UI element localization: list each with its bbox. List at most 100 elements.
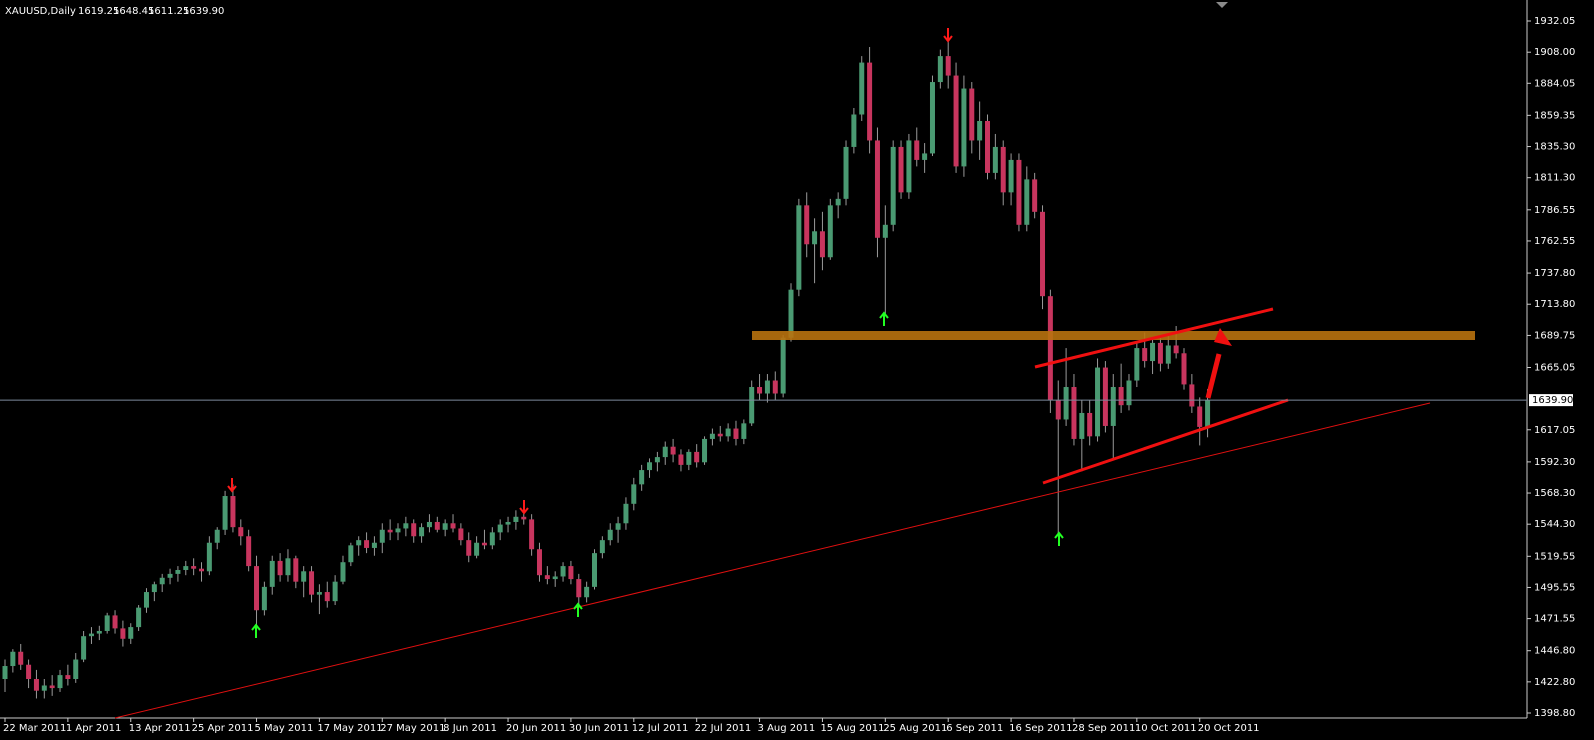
- x-tick-label: 15 Aug 2011: [820, 723, 884, 734]
- candle-body: [387, 529, 393, 533]
- candle-body: [73, 659, 79, 680]
- candle-body: [474, 542, 480, 556]
- candle-body: [88, 633, 94, 637]
- candle-body: [764, 380, 770, 394]
- header-value: 1619.25: [78, 6, 119, 17]
- current-price-box: [1529, 394, 1573, 407]
- candle-body: [246, 536, 252, 567]
- candle-body: [992, 146, 998, 173]
- candle-body: [929, 82, 935, 154]
- x-tick-label: 13 Apr 2011: [129, 723, 191, 734]
- candle-body: [1118, 387, 1124, 406]
- candle-body: [977, 120, 983, 141]
- candle-body: [985, 120, 990, 173]
- candle-body: [1040, 211, 1046, 297]
- candle-body: [647, 462, 653, 471]
- candle-body: [937, 56, 943, 83]
- candle-body: [709, 433, 715, 439]
- candle-body: [1024, 179, 1030, 225]
- candle-body: [961, 88, 967, 167]
- candle-body: [599, 540, 605, 554]
- y-tick-label: 1568.30: [1534, 488, 1575, 499]
- candle-body: [434, 521, 440, 530]
- target-arrow: [1205, 353, 1222, 399]
- candle-body: [199, 568, 204, 572]
- candle-body: [301, 571, 307, 582]
- candle-body: [670, 446, 676, 455]
- candle-body: [10, 651, 16, 667]
- candle-body: [191, 566, 197, 569]
- y-tick-label: 1713.80: [1534, 299, 1575, 310]
- x-tick-label: 20 Jun 2011: [506, 723, 566, 734]
- candle-body: [694, 451, 700, 463]
- candle-body: [1197, 406, 1203, 427]
- candle-body: [120, 628, 126, 639]
- candle-body: [945, 56, 951, 76]
- candle-body: [1016, 159, 1022, 225]
- candle-body: [230, 496, 236, 528]
- x-tick-label: 3 Aug 2011: [758, 723, 816, 734]
- candle-body: [159, 577, 165, 585]
- fractal-up: [251, 311, 1064, 638]
- candle-body: [623, 503, 629, 524]
- shift-marker: [1216, 2, 1228, 8]
- candle-body: [757, 387, 763, 394]
- fractal-down: [519, 500, 529, 515]
- candle-body: [576, 579, 582, 598]
- y-tick-label: 1446.80: [1534, 646, 1575, 657]
- resistance-zone: [752, 331, 1475, 340]
- candle-body: [277, 560, 283, 576]
- candle-body: [1205, 400, 1211, 427]
- candle-body: [702, 438, 708, 463]
- y-tick-label: 1932.05: [1534, 16, 1575, 27]
- candle-body: [1032, 179, 1038, 212]
- y-tick-label: 1859.35: [1534, 110, 1575, 121]
- candle-body: [615, 523, 621, 530]
- candle-body: [316, 592, 322, 595]
- x-tick-label: 1 Apr 2011: [66, 723, 121, 734]
- x-tick-label: 12 Jul 2011: [632, 723, 689, 734]
- x-tick-label: 6 Sep 2011: [946, 723, 1003, 734]
- candle-body: [529, 519, 535, 550]
- candle-body: [364, 540, 370, 548]
- candle-body: [143, 592, 149, 608]
- x-tick-label: 28 Sep 2011: [1072, 723, 1135, 734]
- candle-body: [607, 529, 613, 541]
- y-tick-label: 1835.30: [1534, 142, 1575, 153]
- chart-title: XAUUSD,Daily: [5, 6, 76, 17]
- candle-body: [749, 387, 755, 424]
- candle-body: [882, 224, 888, 238]
- x-tick-label: 10 Oct 2011: [1135, 723, 1197, 734]
- candle-body: [426, 521, 432, 528]
- x-tick-label: 16 Sep 2011: [1009, 723, 1072, 734]
- candle-body: [395, 528, 401, 533]
- candle-body: [1165, 345, 1171, 364]
- candle-body: [1142, 348, 1148, 362]
- y-tick-label: 1398.80: [1534, 708, 1575, 719]
- candle-body: [293, 558, 299, 582]
- candle-body: [1173, 345, 1179, 354]
- candle-body: [458, 528, 464, 541]
- candle-body: [819, 231, 825, 258]
- candle-body: [1008, 159, 1014, 193]
- candle-body: [639, 470, 645, 485]
- candle-body: [521, 516, 527, 520]
- y-tick-label: 1471.55: [1534, 614, 1575, 625]
- drawings: [114, 28, 1475, 719]
- candle-body: [481, 542, 487, 546]
- candle-body: [1157, 342, 1163, 364]
- candle-body: [717, 433, 723, 437]
- candle-body: [379, 529, 385, 543]
- candle-body: [489, 532, 495, 546]
- candle-body: [356, 540, 362, 546]
- candle-body: [112, 615, 118, 629]
- x-tick-label: 5 May 2011: [255, 723, 314, 734]
- candle-body: [136, 607, 142, 628]
- candle-body: [568, 566, 574, 580]
- candle-body: [733, 428, 739, 439]
- candle-body: [1079, 412, 1085, 439]
- y-tick-label: 1519.55: [1534, 551, 1575, 562]
